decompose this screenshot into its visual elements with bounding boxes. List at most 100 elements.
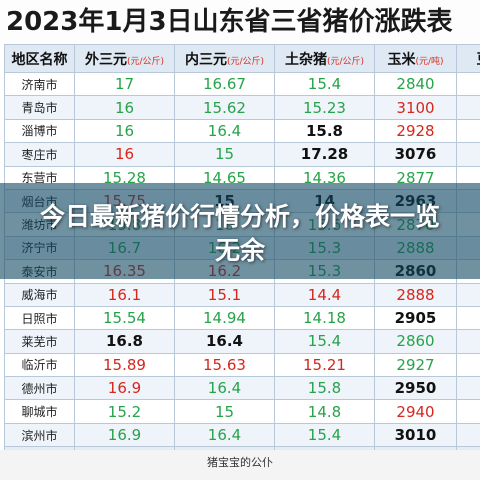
price-cell: 16.4 (174, 329, 275, 354)
price-cell: 49 (456, 282, 480, 307)
price-cell: 3100 (374, 95, 457, 120)
table-row: 菏泽市15.731515.16286249 (4, 446, 480, 450)
price-cell: 15.8 (274, 118, 375, 144)
column-header-unit: (元/公斤) (126, 56, 165, 67)
page-title: 2023年1月3日山东省三省猪价涨跌表 (0, 0, 480, 44)
column-header: 地区名称 (4, 44, 75, 73)
footer-watermark: 猪宝宝的公仆 (0, 450, 480, 480)
price-cell: 2940 (374, 399, 457, 424)
price-cell: 16.67 (174, 71, 275, 97)
price-cell: 14.18 (274, 305, 375, 331)
price-cell: 49 (456, 95, 480, 120)
price-cell: 14.4 (274, 282, 375, 307)
price-cell: 15.21 (274, 352, 375, 378)
banner-headline: 今日最新猪价行情分析，价格表一览无余 (39, 202, 440, 265)
price-cell: 17 (74, 71, 175, 97)
price-cell: 2927 (374, 352, 457, 378)
price-cell: 15.89 (74, 352, 175, 378)
price-cell: 15.4 (274, 422, 375, 448)
price-cell: 15.1 (174, 282, 275, 307)
column-header: 土杂猪(元/公斤) (274, 44, 375, 73)
price-cell: 15.23 (274, 95, 375, 120)
city-cell: 淄博市 (4, 118, 75, 144)
price-cell: 14.8 (274, 399, 375, 424)
city-cell: 日照市 (4, 305, 75, 331)
price-cell: 49 (456, 71, 480, 97)
price-cell: 60 (456, 142, 480, 167)
price-cell: 15.8 (274, 376, 375, 401)
column-header: 内三元(元/公斤) (174, 44, 275, 73)
price-cell: 15.2 (74, 399, 175, 424)
price-cell: 2840 (374, 71, 457, 97)
price-cell: 2905 (374, 305, 457, 331)
price-cell: 3076 (374, 142, 457, 167)
price-cell: 15.63 (174, 352, 275, 378)
price-cell: 49 (456, 118, 480, 144)
price-cell: 49 (456, 399, 480, 424)
column-header-label: 土杂猪 (284, 51, 327, 68)
column-header-unit: (元/吨) (415, 56, 444, 67)
column-header: 玉米(元/吨) (374, 44, 457, 73)
price-cell: 16.9 (74, 376, 175, 401)
city-cell: 枣庄市 (4, 142, 75, 167)
price-cell: 17.28 (274, 142, 375, 167)
price-cell: 15.4 (274, 329, 375, 354)
price-cell: 49 (456, 446, 480, 450)
price-cell: 16 (74, 142, 175, 167)
price-cell: 14.94 (174, 305, 275, 331)
price-cell: 2928 (374, 118, 457, 144)
price-cell: 49 (456, 376, 480, 401)
price-cell: 16.9 (74, 422, 175, 448)
city-cell: 济南市 (4, 71, 75, 97)
price-cell: 3010 (374, 422, 457, 448)
price-cell: 16.1 (74, 282, 175, 307)
price-cell: 2888 (374, 282, 457, 307)
price-cell: 16 (74, 118, 175, 144)
column-header: 外三元(元/公斤) (74, 44, 175, 73)
city-cell: 临沂市 (4, 352, 75, 378)
price-cell: 15.62 (174, 95, 275, 120)
price-cell: 49 (456, 352, 480, 378)
price-cell: 15.4 (274, 71, 375, 97)
price-cell: 15 (174, 399, 275, 424)
price-cell: 16.4 (174, 376, 275, 401)
column-header-label: 豆粕 (477, 52, 480, 68)
price-cell: 15.54 (74, 305, 175, 331)
city-cell: 滨州市 (4, 422, 75, 448)
column-header-label: 玉米 (387, 51, 416, 68)
price-cell: 16 (74, 95, 175, 120)
city-cell: 威海市 (4, 282, 75, 307)
price-cell: 49 (456, 305, 480, 331)
city-cell: 青岛市 (4, 95, 75, 120)
price-cell: 16.8 (74, 329, 175, 354)
column-header-label: 内三元 (184, 51, 227, 68)
city-cell: 莱芜市 (4, 329, 75, 354)
price-cell: 49 (456, 329, 480, 354)
price-cell: 16.4 (174, 118, 275, 144)
price-cell: 2950 (374, 376, 457, 401)
column-header-unit: (元/公斤) (226, 56, 265, 67)
overlay-banner (0, 183, 480, 279)
city-cell: 聊城市 (4, 399, 75, 424)
city-cell: 德州市 (4, 376, 75, 401)
price-cell: 16.4 (174, 422, 275, 448)
column-header-label: 外三元 (84, 51, 127, 68)
price-cell: 15 (174, 142, 275, 167)
column-header-unit: (元/公斤) (326, 56, 365, 67)
price-cell: 49 (456, 422, 480, 448)
column-header: 豆粕 (456, 44, 480, 73)
price-cell: 2860 (374, 329, 457, 354)
column-header-label: 地区名称 (11, 51, 68, 68)
